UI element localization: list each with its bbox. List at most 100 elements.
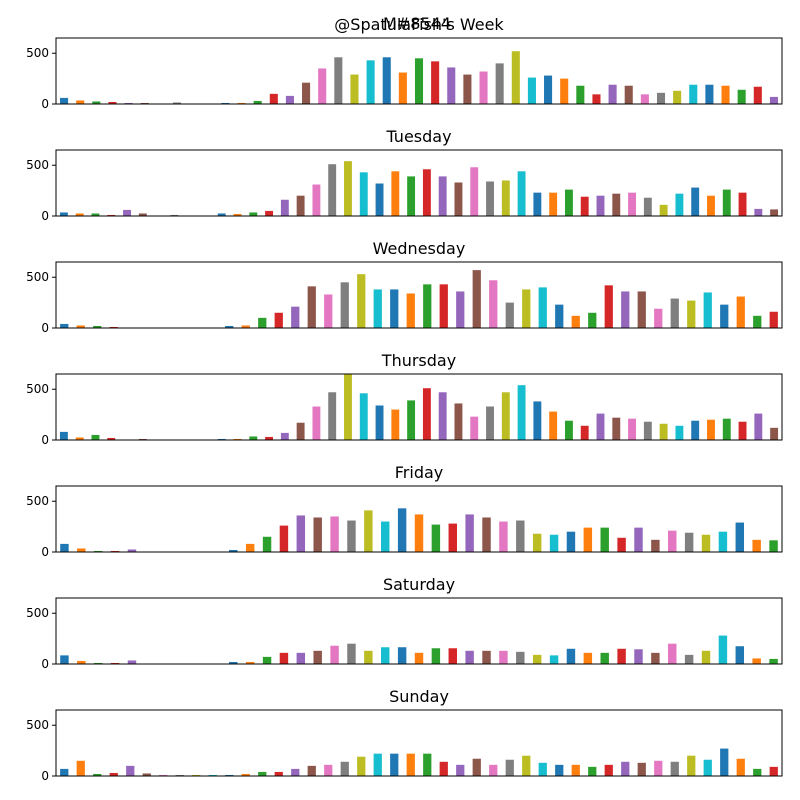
bar: [347, 520, 356, 552]
bar: [479, 71, 488, 104]
panel-title: Friday: [395, 463, 444, 482]
bar: [720, 304, 729, 328]
bar: [302, 82, 311, 104]
bar: [600, 652, 609, 664]
day-panel: Saturday 0 500: [26, 575, 783, 671]
bar: [448, 523, 457, 552]
bar: [291, 768, 300, 776]
bar: [328, 164, 337, 216]
bar: [703, 292, 712, 328]
bar: [505, 759, 514, 776]
bar: [668, 530, 677, 552]
bar: [407, 176, 416, 216]
bar: [691, 187, 700, 216]
y-tick-label: 500: [26, 606, 49, 620]
bar: [280, 432, 289, 440]
y-tick-label: 0: [41, 657, 49, 671]
bar: [538, 287, 547, 328]
bar: [651, 652, 660, 664]
bar: [532, 533, 542, 552]
bar: [221, 102, 230, 104]
bar: [285, 95, 294, 104]
bar: [673, 90, 682, 104]
bar: [398, 72, 407, 104]
bar: [422, 388, 431, 440]
bar: [718, 635, 728, 664]
bar: [583, 527, 593, 552]
bar: [517, 385, 526, 440]
panel-title: @SpatulaFish's Week: [334, 15, 504, 34]
bar: [517, 171, 526, 216]
bar: [324, 764, 333, 776]
bar: [265, 210, 274, 216]
bar: [489, 280, 498, 328]
bar: [124, 102, 133, 104]
bar: [274, 771, 283, 776]
y-tick-label: 0: [41, 769, 49, 783]
bar: [307, 765, 316, 776]
bar: [373, 753, 382, 776]
day-panel: Tuesday 0 500: [26, 127, 783, 223]
bar: [75, 437, 84, 440]
bar: [495, 63, 504, 104]
bar: [60, 97, 69, 104]
bar: [60, 655, 69, 664]
bar: [330, 645, 339, 664]
bar: [344, 161, 352, 216]
bar: [703, 759, 712, 776]
bar: [754, 413, 763, 440]
y-tick-label: 0: [41, 97, 49, 111]
bar: [522, 755, 531, 776]
bar: [571, 315, 580, 328]
bar: [448, 648, 457, 664]
bar: [505, 302, 514, 328]
bar: [274, 312, 283, 328]
bar: [675, 193, 684, 216]
bar: [364, 650, 373, 664]
bar: [588, 312, 597, 328]
bar: [687, 300, 696, 328]
bar: [544, 75, 553, 104]
bar: [397, 647, 407, 664]
bar: [463, 74, 472, 104]
bar: [617, 537, 626, 552]
bar: [375, 405, 384, 440]
bar: [643, 197, 652, 216]
bar: [454, 182, 463, 216]
bar: [217, 213, 226, 216]
bar: [538, 762, 547, 776]
bar: [107, 214, 116, 216]
plot-frame: [55, 261, 783, 329]
bar: [738, 421, 747, 440]
bar: [138, 438, 147, 440]
bar: [516, 520, 525, 552]
bar: [624, 85, 633, 104]
bar: [75, 213, 84, 216]
bar: [258, 771, 267, 776]
bar: [423, 753, 432, 776]
bar: [654, 308, 663, 328]
bar: [291, 306, 300, 328]
bar: [753, 315, 762, 328]
bar: [76, 100, 85, 104]
bar: [571, 764, 580, 776]
bar: [241, 773, 250, 776]
bar: [296, 422, 305, 440]
bar: [414, 58, 424, 104]
bar: [689, 84, 698, 104]
bar: [718, 531, 728, 552]
bar: [107, 437, 116, 440]
bar: [628, 192, 637, 216]
bar: [233, 438, 242, 440]
bar: [736, 296, 745, 328]
bar: [684, 532, 694, 552]
bar: [237, 102, 246, 104]
bar: [736, 758, 745, 776]
bar: [258, 317, 267, 328]
bar: [621, 761, 630, 776]
bar: [659, 204, 668, 216]
bar: [608, 84, 617, 104]
bar: [431, 61, 440, 104]
bar: [59, 212, 68, 216]
bar: [359, 393, 368, 440]
